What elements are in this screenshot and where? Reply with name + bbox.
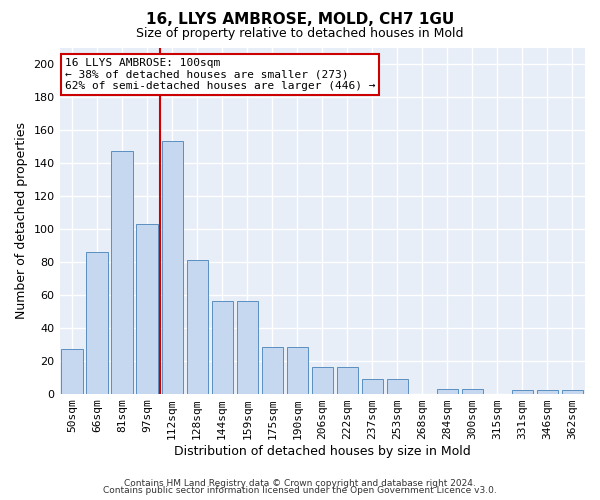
Bar [512, 390, 533, 394]
Bar [236, 302, 258, 394]
Bar [212, 302, 233, 394]
Text: 16, LLYS AMBROSE, MOLD, CH7 1GU: 16, LLYS AMBROSE, MOLD, CH7 1GU [146, 12, 454, 28]
Bar [86, 252, 108, 394]
Bar [136, 224, 158, 394]
Text: Size of property relative to detached houses in Mold: Size of property relative to detached ho… [136, 28, 464, 40]
Bar [61, 349, 83, 394]
Text: 16 LLYS AMBROSE: 100sqm
← 38% of detached houses are smaller (273)
62% of semi-d: 16 LLYS AMBROSE: 100sqm ← 38% of detache… [65, 58, 375, 91]
Bar [287, 348, 308, 394]
Bar [337, 367, 358, 394]
Bar [187, 260, 208, 394]
Bar [262, 348, 283, 394]
Bar [311, 367, 333, 394]
Text: Contains HM Land Registry data © Crown copyright and database right 2024.: Contains HM Land Registry data © Crown c… [124, 478, 476, 488]
Bar [537, 390, 558, 394]
Bar [387, 379, 408, 394]
Bar [462, 388, 483, 394]
Bar [362, 379, 383, 394]
Bar [562, 390, 583, 394]
Bar [112, 152, 133, 394]
Bar [161, 142, 183, 394]
Bar [437, 388, 458, 394]
Text: Contains public sector information licensed under the Open Government Licence v3: Contains public sector information licen… [103, 486, 497, 495]
Y-axis label: Number of detached properties: Number of detached properties [15, 122, 28, 319]
X-axis label: Distribution of detached houses by size in Mold: Distribution of detached houses by size … [174, 444, 470, 458]
